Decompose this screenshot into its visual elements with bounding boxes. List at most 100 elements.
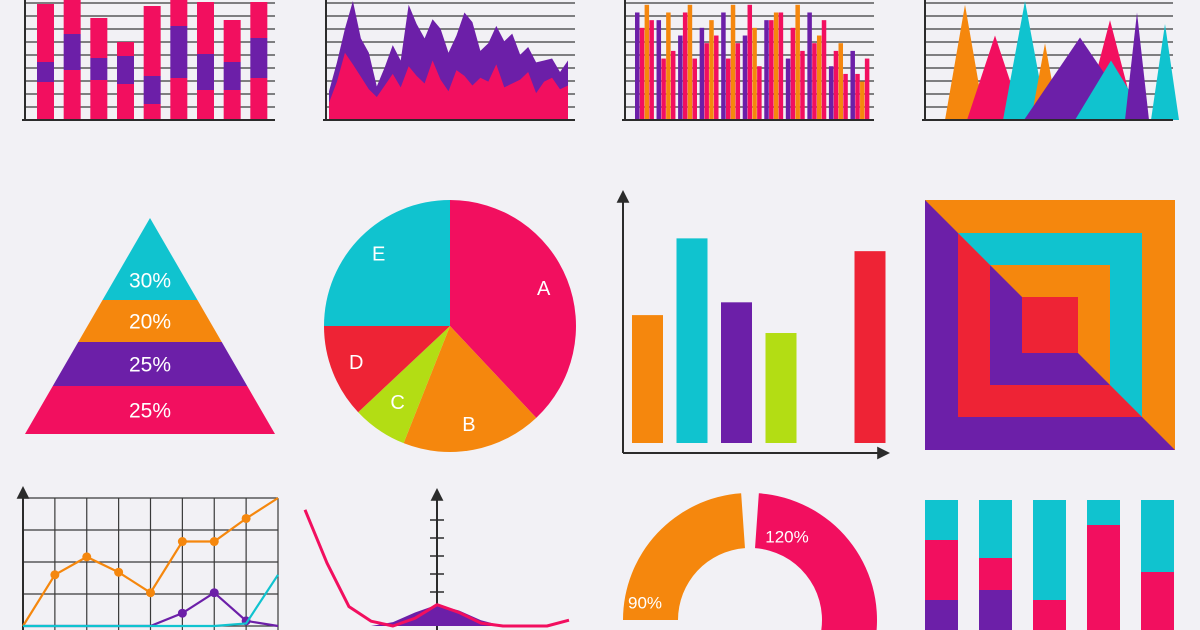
bar bbox=[838, 43, 844, 121]
bar bbox=[730, 4, 736, 120]
bar-segment bbox=[250, 2, 268, 38]
bar-segment bbox=[90, 18, 108, 58]
bar bbox=[635, 12, 640, 121]
bar bbox=[692, 58, 697, 120]
bar bbox=[800, 50, 805, 120]
bar-segment bbox=[223, 90, 241, 120]
bar bbox=[816, 35, 822, 120]
x-axis-arrow bbox=[877, 446, 890, 460]
bar bbox=[747, 4, 753, 120]
bar-segment bbox=[250, 38, 268, 78]
bar bbox=[687, 4, 693, 120]
bar-segment bbox=[90, 58, 108, 80]
bar bbox=[666, 12, 671, 121]
bar bbox=[860, 81, 865, 120]
pyramid-label: 20% bbox=[129, 311, 171, 334]
line-point bbox=[177, 608, 187, 618]
column-segment bbox=[1033, 600, 1066, 630]
square-layer bbox=[1022, 297, 1078, 353]
grouped-bar-chart bbox=[622, 0, 874, 121]
peak-triangle bbox=[945, 4, 985, 120]
bar-segment bbox=[170, 78, 188, 120]
line-point bbox=[82, 552, 92, 562]
bar bbox=[699, 27, 705, 121]
column-segment bbox=[1087, 525, 1120, 630]
bar bbox=[864, 58, 870, 120]
line-point bbox=[177, 537, 187, 547]
bar bbox=[855, 73, 860, 120]
bar-segment bbox=[90, 80, 108, 120]
pie-slice bbox=[324, 200, 450, 326]
pie-slice bbox=[450, 200, 576, 418]
y-axis-arrow bbox=[16, 486, 30, 499]
bar bbox=[632, 315, 663, 443]
pyramid-label: 30% bbox=[129, 270, 171, 293]
bar-segment bbox=[143, 104, 161, 120]
bar bbox=[807, 12, 812, 121]
column-segment bbox=[925, 500, 958, 540]
pie-slice-label: B bbox=[462, 414, 475, 436]
bar-segment bbox=[197, 54, 214, 90]
bar bbox=[714, 35, 719, 120]
line-point bbox=[114, 567, 124, 577]
bar bbox=[833, 50, 839, 120]
pyramid-label: 25% bbox=[129, 354, 171, 377]
column-segment bbox=[925, 540, 958, 600]
bar-segment bbox=[63, 70, 81, 120]
bar-segment bbox=[117, 56, 134, 84]
bar bbox=[752, 27, 757, 121]
area-chart bbox=[323, 0, 575, 121]
bar bbox=[639, 27, 645, 121]
line-point bbox=[241, 513, 251, 523]
bar bbox=[742, 35, 748, 120]
nested-squares-chart bbox=[925, 200, 1175, 450]
line-point bbox=[209, 588, 219, 598]
line-point bbox=[146, 588, 155, 598]
column-segment bbox=[979, 500, 1012, 558]
bar bbox=[769, 20, 774, 120]
bar-segment bbox=[37, 4, 54, 62]
bar-segment bbox=[63, 34, 81, 70]
bar-segment bbox=[197, 2, 214, 54]
column-segment bbox=[1087, 500, 1120, 525]
bar bbox=[676, 238, 708, 443]
column-segment bbox=[979, 558, 1012, 590]
bar bbox=[773, 12, 779, 121]
bar bbox=[721, 12, 726, 121]
stacked-bar-chart bbox=[22, 0, 275, 121]
stacked-column-chart bbox=[925, 500, 1174, 630]
bar-segment bbox=[223, 20, 241, 62]
donut-chart: 120% 90% bbox=[623, 493, 877, 630]
bar bbox=[828, 66, 834, 120]
line-point bbox=[209, 537, 219, 547]
pie-slice-label: D bbox=[349, 352, 363, 374]
donut-segment bbox=[755, 493, 877, 630]
pyramid-segment bbox=[102, 218, 198, 300]
bar bbox=[649, 20, 654, 120]
bar-segment bbox=[223, 62, 241, 90]
peak-triangle bbox=[1003, 0, 1047, 121]
bar bbox=[709, 20, 714, 120]
bar-segment bbox=[117, 42, 134, 56]
bar bbox=[854, 251, 886, 443]
pie-slice bbox=[403, 326, 537, 452]
column-segment bbox=[1141, 500, 1174, 572]
pyramid-chart: 30% 20% 25% 25% bbox=[25, 218, 275, 434]
bar-chart-with-axes bbox=[616, 190, 890, 460]
donut-label: 120% bbox=[765, 528, 808, 547]
bar-segment bbox=[37, 62, 54, 82]
bar-segment bbox=[37, 82, 54, 120]
bar bbox=[735, 43, 741, 121]
bar bbox=[785, 58, 791, 120]
bar bbox=[682, 12, 688, 121]
curve-area bbox=[305, 604, 569, 626]
bar-segment bbox=[170, 0, 188, 26]
pie-slice-label: A bbox=[537, 278, 551, 300]
donut-segment bbox=[623, 493, 745, 620]
pyramid-segment bbox=[78, 300, 222, 342]
bar bbox=[721, 302, 752, 443]
pie-slice-label: E bbox=[372, 244, 385, 266]
column-segment bbox=[925, 600, 958, 630]
bar bbox=[678, 35, 683, 120]
bar-segment bbox=[117, 84, 134, 120]
